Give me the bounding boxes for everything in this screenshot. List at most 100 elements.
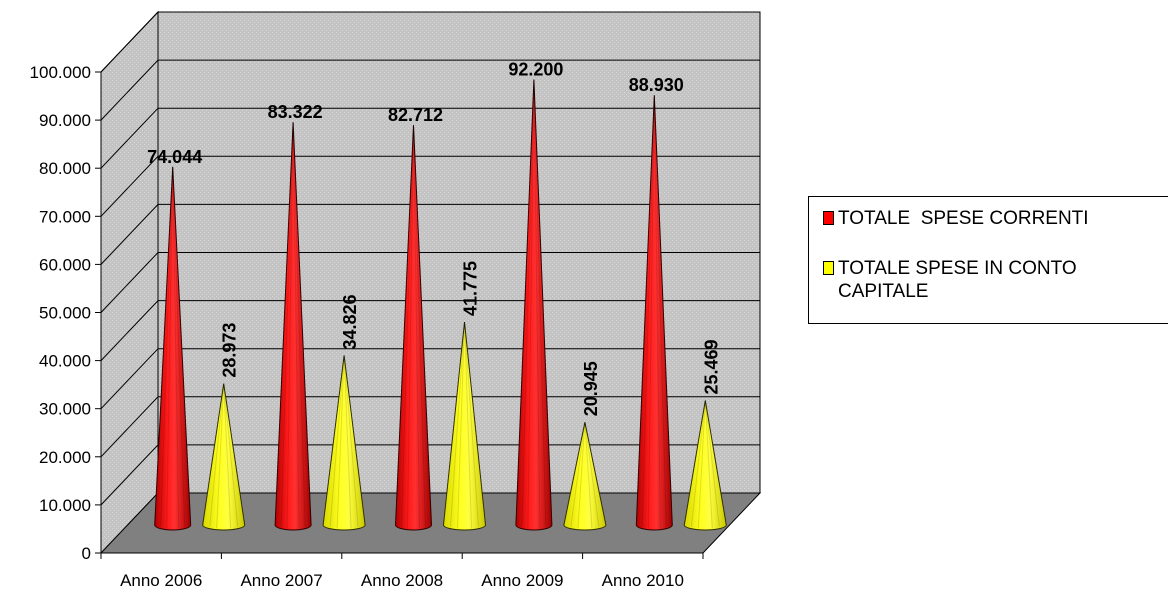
y-tick-label: 60.000	[39, 255, 91, 274]
cone-facet	[647, 95, 655, 529]
cone-facet	[166, 166, 174, 529]
gridline	[100, 252, 760, 313]
cone-facet	[521, 79, 535, 527]
cone-body	[563, 422, 607, 531]
y-tick-label: 20.000	[39, 448, 91, 467]
cone-facet	[457, 322, 465, 529]
gridline	[100, 155, 760, 217]
cone-conto-capitale	[202, 383, 246, 531]
cone-facet	[570, 422, 586, 527]
legend-label-conto-capitale: TOTALE SPESE IN CONTO CAPITALE	[838, 258, 1077, 302]
data-label-conto-capitale: 34.826	[340, 294, 360, 349]
cone-facet	[533, 79, 547, 527]
data-label-conto-capitale: 20.945	[581, 361, 601, 416]
y-tick-label: 80.000	[39, 159, 91, 178]
data-label-spese-correnti: 83.322	[268, 102, 323, 122]
gridline	[100, 203, 760, 265]
x-tick-label: Anno 2009	[481, 571, 563, 590]
cone-facet	[584, 422, 600, 527]
data-label-conto-capitale: 28.973	[220, 323, 240, 378]
gridline	[100, 300, 760, 361]
cone-facet	[160, 166, 174, 527]
cone-facet	[697, 400, 706, 529]
cone-body	[274, 122, 312, 531]
cone-facet	[704, 400, 720, 527]
cone-facet	[172, 166, 180, 529]
cone-body	[154, 166, 192, 531]
cone-facet	[172, 166, 186, 527]
gridline	[100, 348, 760, 410]
cone-facet	[450, 322, 465, 527]
cone-facet	[413, 125, 426, 527]
cone-facet	[280, 122, 294, 527]
cone-facet	[653, 95, 661, 529]
gridline	[100, 396, 760, 458]
cone-facet	[464, 322, 479, 527]
cone-body	[442, 322, 487, 531]
cone-facet	[329, 355, 345, 527]
legend-swatch-yellow	[823, 261, 834, 275]
cone-facet	[527, 79, 535, 529]
gridline	[100, 11, 760, 73]
data-label-spese-correnti: 74.044	[147, 147, 202, 167]
cone-body	[202, 383, 246, 531]
cone-facet	[704, 400, 713, 529]
cone-spese-correnti	[515, 79, 553, 531]
data-label-conto-capitale: 25.469	[701, 339, 721, 394]
cone-facet	[223, 383, 232, 529]
cone-body	[683, 400, 727, 531]
data-label-spese-correnti: 82.712	[388, 105, 443, 125]
cone-spese-correnti	[635, 95, 673, 531]
gridline	[100, 107, 760, 169]
x-tick-label: Anno 2008	[361, 571, 443, 590]
cone-conto-capitale	[563, 422, 607, 531]
cone-spese-correnti	[154, 166, 192, 531]
legend-item-spese-correnti: TOTALE SPESE CORRENTI	[823, 207, 1089, 230]
cone-facet	[690, 400, 706, 527]
y-tick-label: 70.000	[39, 207, 91, 226]
data-label-conto-capitale: 41.775	[461, 261, 481, 316]
cone-facet	[286, 122, 294, 529]
cone-facet	[533, 79, 541, 529]
cone-facet	[407, 125, 414, 529]
cone-facet	[584, 422, 593, 529]
cone-body	[515, 79, 553, 531]
y-tick-label: 10.000	[39, 496, 91, 515]
y-tick-label: 40.000	[39, 352, 91, 371]
x-tick-label: Anno 2007	[240, 571, 322, 590]
cone-facet	[336, 355, 345, 529]
gridline	[100, 444, 760, 506]
y-tick-label: 30.000	[39, 400, 91, 419]
cone-facet	[343, 355, 352, 529]
cone-conto-capitale	[683, 400, 727, 531]
legend-swatch-red	[823, 211, 834, 225]
cone-conto-capitale	[322, 355, 366, 531]
data-label-spese-correnti: 88.930	[629, 75, 684, 95]
data-label-spese-correnti: 92.200	[508, 60, 563, 80]
cone-facet	[401, 125, 414, 527]
y-tick-label: 0	[82, 544, 91, 563]
cone-facet	[577, 422, 586, 529]
legend-item-conto-capitale: TOTALE SPESE IN CONTO CAPITALE	[823, 257, 1077, 303]
cone-facet	[464, 322, 472, 529]
legend-label-spese-correnti: TOTALE SPESE CORRENTI	[838, 208, 1089, 229]
cone-facet	[216, 383, 225, 529]
y-tick-label: 100.000	[30, 63, 91, 82]
cone-facet	[292, 122, 300, 529]
cone-body	[635, 95, 673, 531]
cone-body	[322, 355, 366, 531]
cone-facet	[292, 122, 306, 527]
cone-facet	[223, 383, 239, 527]
cone-facet	[653, 95, 667, 527]
gridline	[100, 59, 760, 121]
cone-facet	[413, 125, 420, 529]
cone-spese-correnti	[394, 125, 433, 531]
cone-facet	[641, 95, 655, 527]
cone-spese-correnti	[274, 122, 312, 531]
cone-conto-capitale	[442, 322, 487, 531]
y-tick-label: 50.000	[39, 304, 91, 323]
x-tick-label: Anno 2006	[120, 571, 202, 590]
legend: TOTALE SPESE CORRENTI TOTALE SPESE IN CO…	[808, 196, 1168, 324]
